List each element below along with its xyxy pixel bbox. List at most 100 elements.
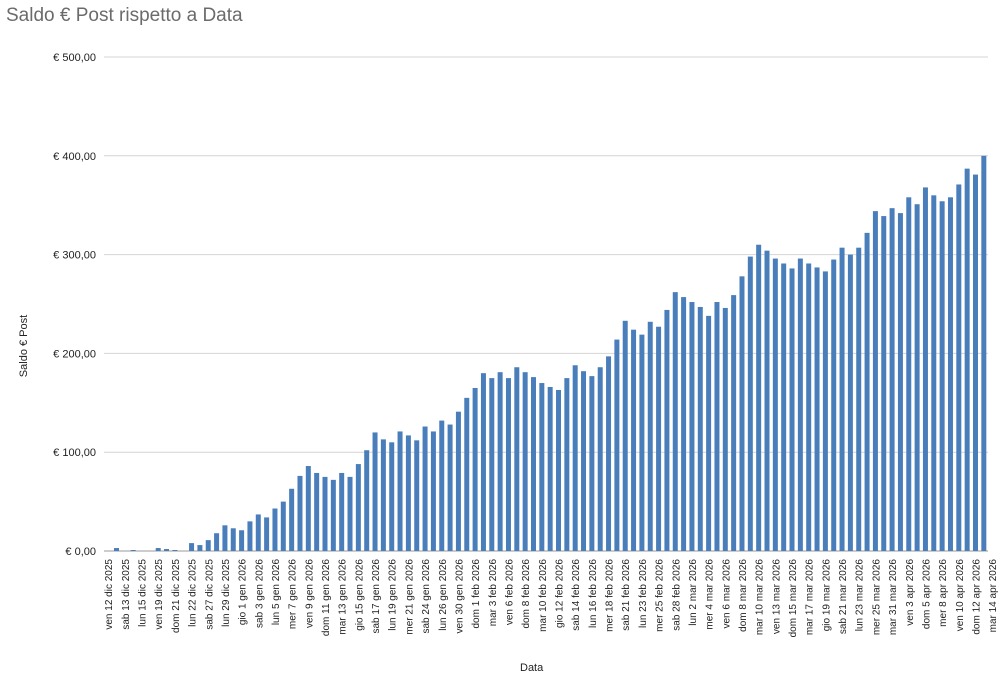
bar — [581, 371, 587, 551]
bar — [739, 276, 745, 551]
x-tick-label: ven 3 apr 2026 — [905, 559, 916, 626]
x-tick-label: lun 23 feb 2026 — [638, 559, 649, 628]
bar — [489, 378, 495, 551]
bar — [831, 259, 837, 551]
bar — [697, 306, 703, 551]
x-tick-label: ven 12 dic 2025 — [104, 559, 115, 630]
bar — [364, 450, 370, 551]
bar — [781, 263, 787, 551]
bar — [622, 320, 628, 551]
x-tick-label: mar 3 feb 2026 — [488, 559, 499, 627]
x-tick-label: mer 8 apr 2026 — [938, 559, 949, 627]
bar — [389, 442, 395, 551]
y-tick-label: € 100,00 — [53, 447, 96, 459]
bar — [197, 545, 203, 551]
bar — [472, 387, 478, 551]
bar — [330, 479, 336, 551]
bar — [547, 386, 553, 551]
bar — [305, 466, 311, 551]
bar — [664, 309, 670, 551]
x-tick-label: ven 6 mar 2026 — [721, 559, 732, 629]
x-tick-label: sab 3 gen 2026 — [254, 559, 265, 628]
x-tick-label: sab 17 gen 2026 — [371, 559, 382, 634]
bar — [847, 254, 853, 551]
bar — [464, 397, 470, 551]
x-tick-label: dom 12 apr 2026 — [971, 559, 982, 635]
x-tick-label: mar 17 mar 2026 — [805, 559, 816, 636]
bar — [814, 267, 820, 551]
bar — [722, 307, 728, 551]
bar — [155, 548, 161, 551]
x-tick-label: gio 15 gen 2026 — [354, 559, 365, 631]
x-tick-label: mar 14 apr 2026 — [988, 559, 999, 633]
bar — [347, 476, 353, 551]
bar — [931, 195, 937, 551]
bar — [689, 302, 695, 551]
bar — [405, 435, 411, 551]
x-tick-label: ven 30 gen 2026 — [454, 559, 465, 634]
bar — [914, 204, 920, 551]
bar — [505, 378, 511, 551]
x-tick-label: lun 15 dic 2025 — [138, 559, 149, 627]
x-tick-label: lun 5 gen 2026 — [271, 559, 282, 626]
bar — [539, 383, 545, 551]
bar — [447, 424, 453, 551]
x-tick-label: sab 27 dic 2025 — [204, 559, 215, 630]
bar — [614, 339, 620, 551]
bar — [522, 372, 528, 551]
bar — [255, 514, 261, 551]
bar — [572, 365, 578, 551]
x-tick-label: sab 21 feb 2026 — [621, 559, 632, 631]
bar — [297, 475, 303, 551]
bar — [214, 533, 220, 551]
bar — [956, 184, 962, 551]
x-tick-label: mar 10 feb 2026 — [538, 559, 549, 632]
bar — [639, 334, 645, 551]
bar — [897, 213, 903, 551]
bar — [230, 528, 236, 551]
x-tick-label: mer 25 mar 2026 — [871, 559, 882, 636]
bar — [222, 525, 228, 551]
bar — [706, 315, 712, 551]
x-tick-label: lun 23 mar 2026 — [855, 559, 866, 632]
bar — [947, 197, 953, 552]
x-tick-label: ven 19 dic 2025 — [154, 559, 165, 630]
bar — [939, 201, 945, 551]
bar — [414, 440, 420, 551]
bar — [247, 521, 253, 551]
bar — [597, 367, 603, 551]
bar — [981, 155, 987, 552]
bar — [430, 431, 436, 551]
x-tick-label: lun 16 feb 2026 — [588, 559, 599, 628]
x-tick-label: sab 14 feb 2026 — [571, 559, 582, 631]
x-tick-label: dom 1 feb 2026 — [471, 559, 482, 629]
chart-title: Saldo € Post rispetto a Data — [6, 5, 243, 26]
bar — [964, 168, 970, 551]
bar — [172, 550, 178, 551]
bar — [289, 488, 295, 551]
x-tick-label: sab 24 gen 2026 — [421, 559, 432, 634]
bar — [422, 426, 428, 551]
x-tick-label: dom 11 gen 2026 — [321, 559, 332, 637]
bar — [556, 389, 562, 551]
bar — [606, 356, 612, 551]
bar — [806, 263, 812, 551]
y-tick-label: € 200,00 — [53, 348, 96, 360]
x-tick-label: gio 1 gen 2026 — [238, 559, 249, 626]
y-tick-label: € 300,00 — [53, 250, 96, 262]
x-tick-label: mer 21 gen 2026 — [404, 559, 415, 635]
x-tick-label: mar 31 mar 2026 — [888, 559, 899, 636]
bar — [130, 550, 136, 551]
x-tick-label: dom 15 mar 2026 — [788, 559, 799, 638]
x-tick-label: sab 13 dic 2025 — [121, 559, 132, 630]
x-tick-label: dom 5 apr 2026 — [921, 559, 932, 629]
bar — [280, 501, 286, 551]
x-tick-label: lun 22 dic 2025 — [188, 559, 199, 627]
bar — [397, 431, 403, 551]
x-tick-label: mer 25 feb 2026 — [655, 559, 666, 632]
x-tick-label: dom 8 mar 2026 — [738, 559, 749, 632]
bar — [864, 232, 870, 552]
bar — [205, 540, 211, 551]
bar — [455, 411, 461, 551]
